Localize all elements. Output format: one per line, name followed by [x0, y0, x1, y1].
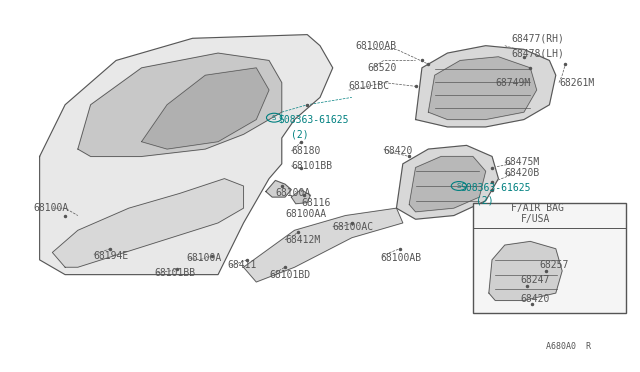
Polygon shape [396, 145, 499, 219]
Text: 68477(RH): 68477(RH) [511, 33, 564, 43]
Polygon shape [291, 190, 310, 204]
Text: 68257: 68257 [540, 260, 569, 270]
Text: 68180: 68180 [291, 146, 321, 156]
Text: 68420B: 68420B [505, 168, 540, 178]
Text: 68420: 68420 [521, 294, 550, 304]
Text: 68475M: 68475M [505, 157, 540, 167]
Text: 68411: 68411 [228, 260, 257, 270]
Polygon shape [489, 241, 562, 301]
Text: F/USA: F/USA [521, 214, 550, 224]
Text: 68101BB: 68101BB [291, 161, 332, 171]
Text: 68247: 68247 [521, 275, 550, 285]
Text: 68194E: 68194E [94, 251, 129, 261]
Bar [473, 203, 626, 313]
Text: 68100AB: 68100AB [381, 253, 422, 263]
Text: 68101BB: 68101BB [154, 268, 195, 278]
Text: 68100A: 68100A [186, 253, 221, 263]
Polygon shape [40, 35, 333, 275]
Text: 68101BD: 68101BD [269, 270, 310, 280]
Text: 68261M: 68261M [559, 78, 594, 88]
Text: 68100AA: 68100AA [285, 209, 326, 219]
Text: 68100A: 68100A [275, 188, 310, 198]
Text: 68100AB: 68100AB [355, 41, 396, 51]
Text: S: S [272, 115, 276, 121]
Polygon shape [78, 53, 282, 157]
Text: 68749M: 68749M [495, 78, 531, 88]
Polygon shape [141, 68, 269, 149]
Text: S08363-61625: S08363-61625 [460, 183, 531, 193]
Text: 68520: 68520 [368, 63, 397, 73]
Text: A680A0  R: A680A0 R [546, 342, 591, 351]
Text: F/AIR BAG: F/AIR BAG [511, 203, 564, 213]
Text: 68420: 68420 [384, 146, 413, 156]
Text: 68412M: 68412M [285, 234, 320, 244]
Text: 68101BC: 68101BC [349, 81, 390, 91]
Polygon shape [428, 57, 537, 119]
Text: 68116: 68116 [301, 198, 330, 208]
Text: S: S [457, 183, 461, 189]
Polygon shape [415, 46, 556, 127]
Text: S08363-61625: S08363-61625 [278, 115, 349, 125]
Polygon shape [52, 179, 244, 267]
Polygon shape [409, 157, 486, 212]
Polygon shape [266, 180, 291, 197]
Polygon shape [244, 208, 403, 282]
Text: 68478(LH): 68478(LH) [511, 48, 564, 58]
Text: (2): (2) [291, 129, 309, 139]
Text: 68100A: 68100A [33, 203, 68, 213]
Text: (2): (2) [476, 196, 493, 206]
Text: 68100AC: 68100AC [333, 222, 374, 232]
